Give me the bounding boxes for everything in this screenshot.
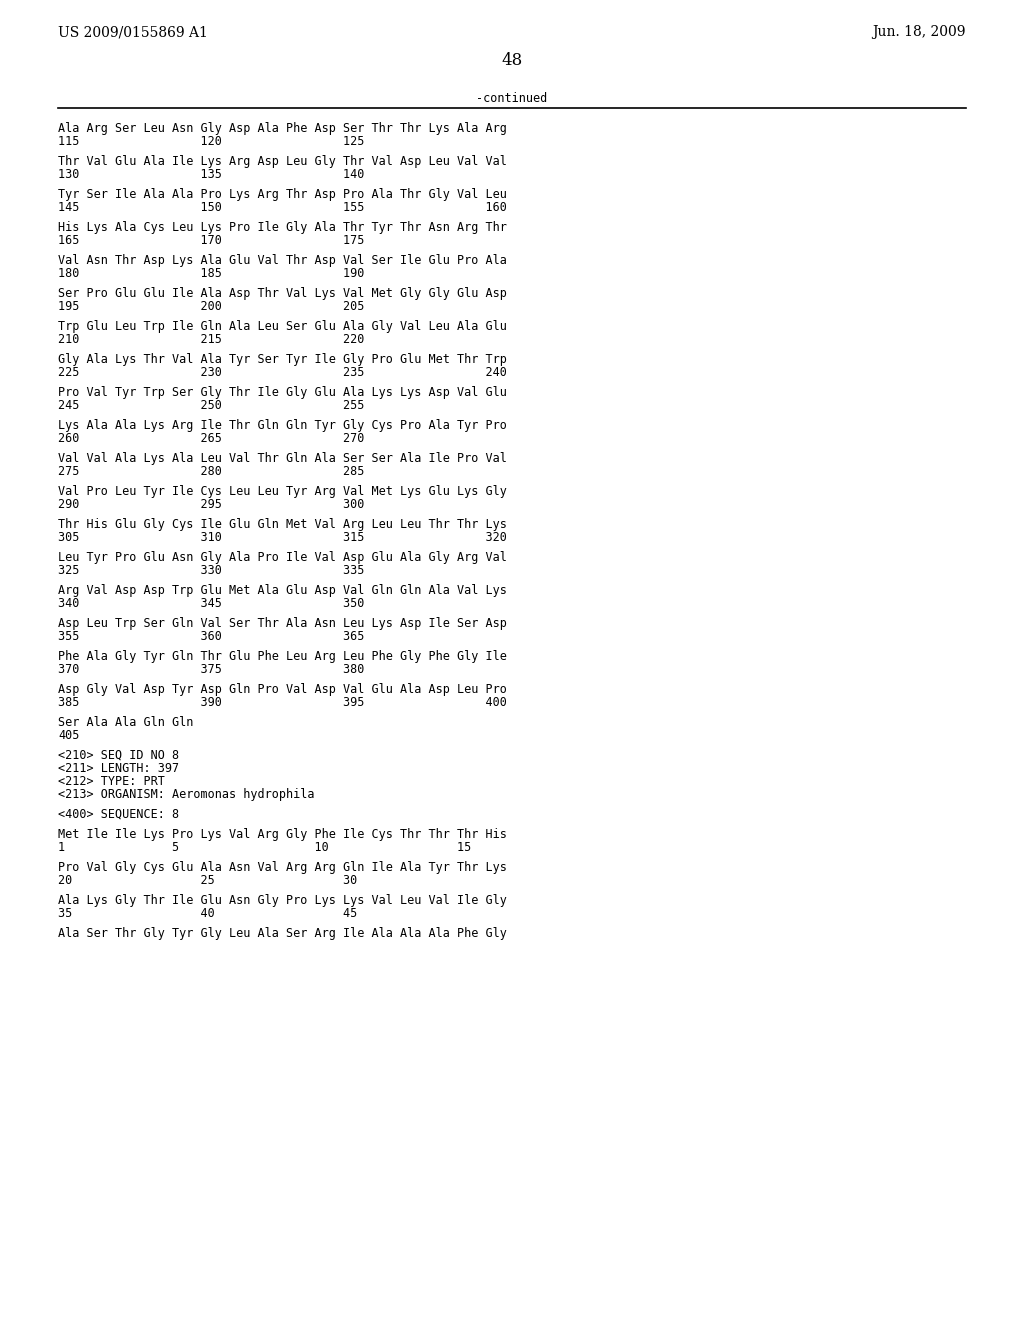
Text: 260                 265                 270: 260 265 270 [58,432,365,445]
Text: <212> TYPE: PRT: <212> TYPE: PRT [58,775,165,788]
Text: Ser Pro Glu Glu Ile Ala Asp Thr Val Lys Val Met Gly Gly Glu Asp: Ser Pro Glu Glu Ile Ala Asp Thr Val Lys … [58,286,507,300]
Text: 48: 48 [502,51,522,69]
Text: Gly Ala Lys Thr Val Ala Tyr Ser Tyr Ile Gly Pro Glu Met Thr Trp: Gly Ala Lys Thr Val Ala Tyr Ser Tyr Ile … [58,352,507,366]
Text: 370                 375                 380: 370 375 380 [58,663,365,676]
Text: <210> SEQ ID NO 8: <210> SEQ ID NO 8 [58,748,179,762]
Text: 165                 170                 175: 165 170 175 [58,234,365,247]
Text: Arg Val Asp Asp Trp Glu Met Ala Glu Asp Val Gln Gln Ala Val Lys: Arg Val Asp Asp Trp Glu Met Ala Glu Asp … [58,583,507,597]
Text: 195                 200                 205: 195 200 205 [58,300,365,313]
Text: Val Val Ala Lys Ala Leu Val Thr Gln Ala Ser Ser Ala Ile Pro Val: Val Val Ala Lys Ala Leu Val Thr Gln Ala … [58,451,507,465]
Text: Lys Ala Ala Lys Arg Ile Thr Gln Gln Tyr Gly Cys Pro Ala Tyr Pro: Lys Ala Ala Lys Arg Ile Thr Gln Gln Tyr … [58,418,507,432]
Text: 305                 310                 315                 320: 305 310 315 320 [58,531,507,544]
Text: 210                 215                 220: 210 215 220 [58,333,365,346]
Text: Ala Ser Thr Gly Tyr Gly Leu Ala Ser Arg Ile Ala Ala Ala Phe Gly: Ala Ser Thr Gly Tyr Gly Leu Ala Ser Arg … [58,927,507,940]
Text: 245                 250                 255: 245 250 255 [58,399,365,412]
Text: 115                 120                 125: 115 120 125 [58,135,365,148]
Text: Ala Lys Gly Thr Ile Glu Asn Gly Pro Lys Lys Val Leu Val Ile Gly: Ala Lys Gly Thr Ile Glu Asn Gly Pro Lys … [58,894,507,907]
Text: 145                 150                 155                 160: 145 150 155 160 [58,201,507,214]
Text: Pro Val Tyr Trp Ser Gly Thr Ile Gly Glu Ala Lys Lys Asp Val Glu: Pro Val Tyr Trp Ser Gly Thr Ile Gly Glu … [58,385,507,399]
Text: 325                 330                 335: 325 330 335 [58,564,365,577]
Text: 225                 230                 235                 240: 225 230 235 240 [58,366,507,379]
Text: Thr Val Glu Ala Ile Lys Arg Asp Leu Gly Thr Val Asp Leu Val Val: Thr Val Glu Ala Ile Lys Arg Asp Leu Gly … [58,154,507,168]
Text: Phe Ala Gly Tyr Gln Thr Glu Phe Leu Arg Leu Phe Gly Phe Gly Ile: Phe Ala Gly Tyr Gln Thr Glu Phe Leu Arg … [58,649,507,663]
Text: 1               5                   10                  15: 1 5 10 15 [58,841,471,854]
Text: Tyr Ser Ile Ala Ala Pro Lys Arg Thr Asp Pro Ala Thr Gly Val Leu: Tyr Ser Ile Ala Ala Pro Lys Arg Thr Asp … [58,187,507,201]
Text: 340                 345                 350: 340 345 350 [58,597,365,610]
Text: 180                 185                 190: 180 185 190 [58,267,365,280]
Text: Pro Val Gly Cys Glu Ala Asn Val Arg Arg Gln Ile Ala Tyr Thr Lys: Pro Val Gly Cys Glu Ala Asn Val Arg Arg … [58,861,507,874]
Text: Val Asn Thr Asp Lys Ala Glu Val Thr Asp Val Ser Ile Glu Pro Ala: Val Asn Thr Asp Lys Ala Glu Val Thr Asp … [58,253,507,267]
Text: 290                 295                 300: 290 295 300 [58,498,365,511]
Text: -continued: -continued [476,92,548,106]
Text: Jun. 18, 2009: Jun. 18, 2009 [872,25,966,40]
Text: Ala Arg Ser Leu Asn Gly Asp Ala Phe Asp Ser Thr Thr Lys Ala Arg: Ala Arg Ser Leu Asn Gly Asp Ala Phe Asp … [58,121,507,135]
Text: <213> ORGANISM: Aeromonas hydrophila: <213> ORGANISM: Aeromonas hydrophila [58,788,314,801]
Text: Met Ile Ile Lys Pro Lys Val Arg Gly Phe Ile Cys Thr Thr Thr His: Met Ile Ile Lys Pro Lys Val Arg Gly Phe … [58,828,507,841]
Text: 20                  25                  30: 20 25 30 [58,874,357,887]
Text: Asp Leu Trp Ser Gln Val Ser Thr Ala Asn Leu Lys Asp Ile Ser Asp: Asp Leu Trp Ser Gln Val Ser Thr Ala Asn … [58,616,507,630]
Text: 130                 135                 140: 130 135 140 [58,168,365,181]
Text: Ser Ala Ala Gln Gln: Ser Ala Ala Gln Gln [58,715,194,729]
Text: 35                  40                  45: 35 40 45 [58,907,357,920]
Text: US 2009/0155869 A1: US 2009/0155869 A1 [58,25,208,40]
Text: Asp Gly Val Asp Tyr Asp Gln Pro Val Asp Val Glu Ala Asp Leu Pro: Asp Gly Val Asp Tyr Asp Gln Pro Val Asp … [58,682,507,696]
Text: 275                 280                 285: 275 280 285 [58,465,365,478]
Text: 405: 405 [58,729,80,742]
Text: <400> SEQUENCE: 8: <400> SEQUENCE: 8 [58,808,179,821]
Text: Trp Glu Leu Trp Ile Gln Ala Leu Ser Glu Ala Gly Val Leu Ala Glu: Trp Glu Leu Trp Ile Gln Ala Leu Ser Glu … [58,319,507,333]
Text: Leu Tyr Pro Glu Asn Gly Ala Pro Ile Val Asp Glu Ala Gly Arg Val: Leu Tyr Pro Glu Asn Gly Ala Pro Ile Val … [58,550,507,564]
Text: Thr His Glu Gly Cys Ile Glu Gln Met Val Arg Leu Leu Thr Thr Lys: Thr His Glu Gly Cys Ile Glu Gln Met Val … [58,517,507,531]
Text: 385                 390                 395                 400: 385 390 395 400 [58,696,507,709]
Text: His Lys Ala Cys Leu Lys Pro Ile Gly Ala Thr Tyr Thr Asn Arg Thr: His Lys Ala Cys Leu Lys Pro Ile Gly Ala … [58,220,507,234]
Text: 355                 360                 365: 355 360 365 [58,630,365,643]
Text: Val Pro Leu Tyr Ile Cys Leu Leu Tyr Arg Val Met Lys Glu Lys Gly: Val Pro Leu Tyr Ile Cys Leu Leu Tyr Arg … [58,484,507,498]
Text: <211> LENGTH: 397: <211> LENGTH: 397 [58,762,179,775]
